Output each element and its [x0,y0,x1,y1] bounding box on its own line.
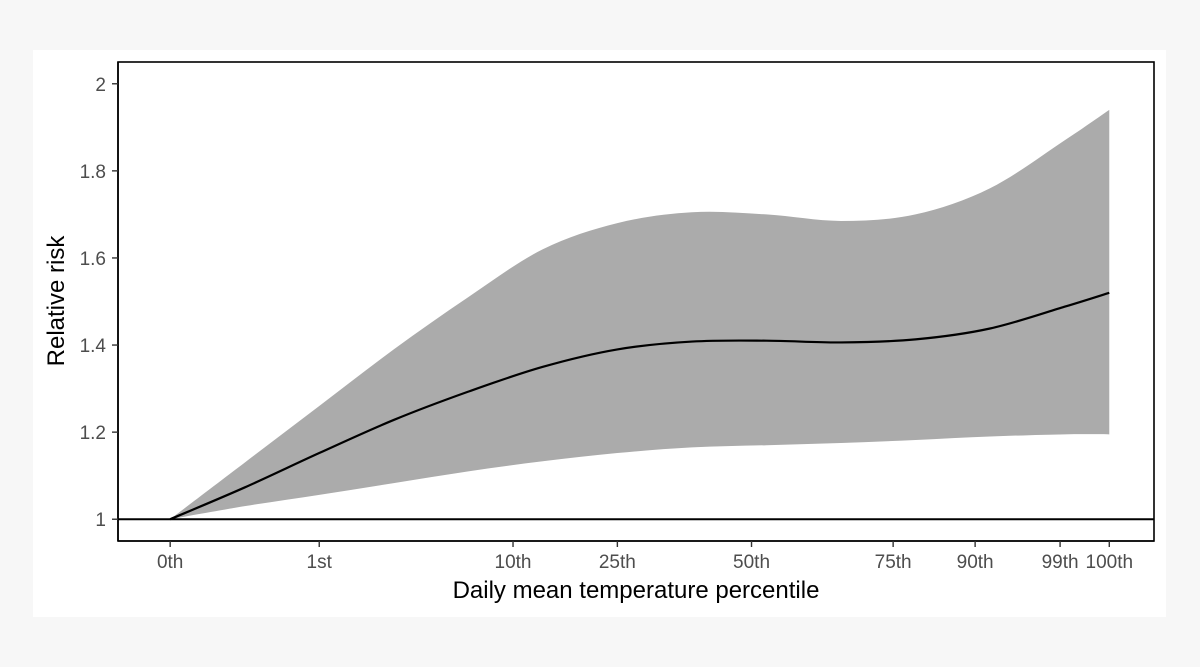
x-axis-title: Daily mean temperature percentile [453,577,820,604]
y-axis-title: Relative risk [43,235,70,367]
y-tick-label: 1.8 [80,162,106,183]
x-tick-label: 99th [1042,552,1079,573]
panel-border [117,61,1155,542]
x-tick-label: 50th [733,552,770,573]
x-tick-label: 25th [599,552,636,573]
x-tick-label: 90th [957,552,994,573]
y-tick-label: 2 [95,75,106,96]
axes-layer: 1 1.2 1.4 1.6 1.8 2 0th 1st 10th 25th 50th 75th 90th… [80,61,1155,573]
confidence-band [170,109,1110,520]
y-tick-label: 1.6 [80,249,106,270]
x-tick-label: 10th [495,552,532,573]
y-tick-label: 1 [95,510,106,531]
relative-risk-line [169,291,1110,521]
x-tick-label: 0th [157,552,183,573]
y-tick-label: 1.2 [80,423,106,444]
x-tick-label: 1st [307,552,333,573]
x-tick-label: 100th [1086,552,1134,573]
x-tick-label: 75th [875,552,912,573]
plot-layer [118,109,1154,521]
y-tick-label: 1.4 [80,336,107,357]
